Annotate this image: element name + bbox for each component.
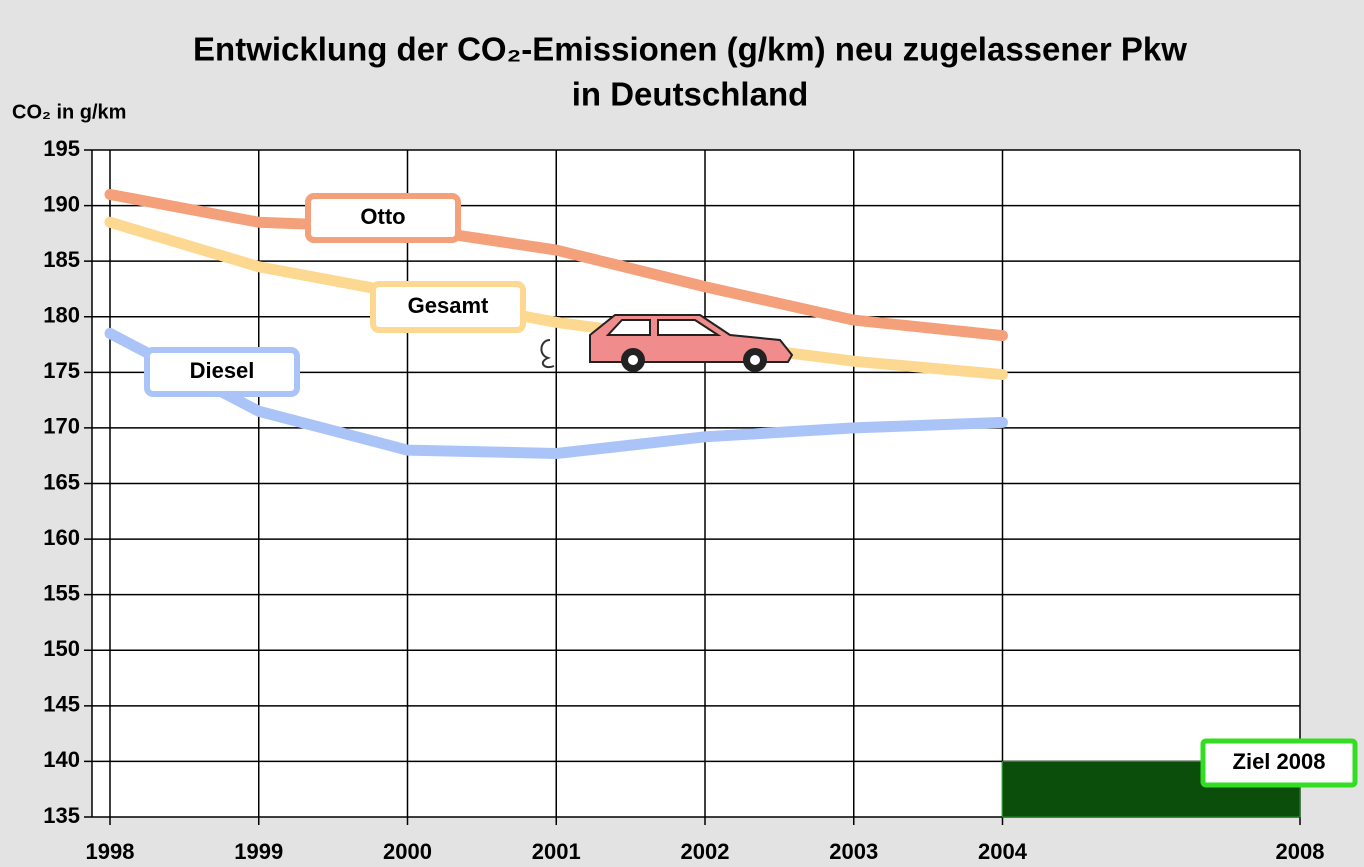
target-label: Ziel 2008 (1233, 749, 1326, 774)
chart-title: Entwicklung der CO₂-Emissionen (g/km) ne… (193, 31, 1187, 68)
series-line (104, 216, 1008, 381)
y-tick-label: 150 (43, 636, 80, 661)
x-tick-label: 2004 (978, 839, 1028, 864)
series-line (104, 327, 1008, 459)
y-tick-label: 155 (43, 580, 80, 605)
x-tick-label: 2002 (681, 839, 730, 864)
y-tick-label: 180 (43, 303, 80, 328)
y-tick-label: 140 (43, 747, 80, 772)
legend-box (370, 281, 526, 333)
legend-label: Diesel (190, 358, 255, 383)
car-icon (540, 314, 794, 372)
y-axis-label: CO₂ in g/km (12, 101, 126, 123)
y-tick-label: 145 (43, 692, 80, 717)
y-tick-label: 170 (43, 414, 80, 439)
x-tick-label: 2003 (829, 839, 878, 864)
x-tick-label: 2000 (383, 839, 432, 864)
y-tick-label: 185 (43, 247, 80, 272)
legend-label: Gesamt (408, 293, 489, 318)
x-tick-label: 1999 (234, 839, 283, 864)
x-tick-label: 1998 (86, 839, 135, 864)
legend-box (144, 347, 300, 397)
legend-label: Otto (360, 204, 405, 229)
series-line (104, 188, 1008, 342)
legend-box (305, 193, 461, 243)
y-tick-label: 190 (43, 191, 80, 216)
y-tick-label: 165 (43, 469, 80, 494)
chart-title: in Deutschland (572, 76, 809, 113)
x-tick-label: 2008 (1276, 839, 1325, 864)
y-tick-label: 195 (43, 136, 80, 161)
y-tick-label: 160 (43, 525, 80, 550)
y-tick-label: 135 (43, 803, 80, 828)
y-tick-label: 175 (43, 358, 80, 383)
x-tick-label: 2001 (532, 839, 581, 864)
target-label-box (1200, 738, 1358, 788)
